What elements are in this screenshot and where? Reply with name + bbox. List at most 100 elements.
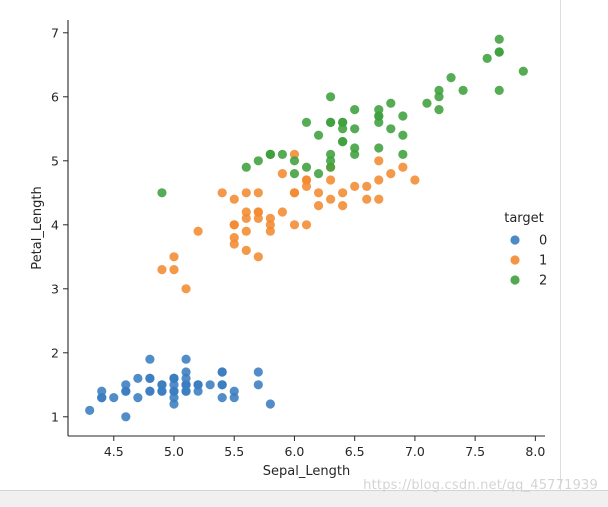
data-point (253, 188, 263, 198)
data-point (313, 188, 324, 198)
data-point (217, 393, 227, 403)
series-1 (157, 149, 420, 294)
data-point (85, 405, 95, 415)
data-point (350, 105, 360, 115)
series-0 (85, 354, 275, 422)
data-point (157, 386, 167, 396)
data-point (277, 207, 288, 217)
legend-title: target (504, 211, 544, 226)
data-point (386, 98, 396, 108)
data-point (398, 149, 408, 159)
legend-label: 0 (539, 234, 547, 249)
data-point (338, 188, 348, 198)
data-point (338, 117, 348, 127)
data-point (157, 265, 167, 275)
data-point (169, 252, 179, 262)
data-point (398, 162, 408, 172)
data-point (494, 85, 504, 95)
data-point (157, 380, 167, 390)
data-point (169, 380, 179, 390)
x-tick-label: 7.0 (405, 444, 425, 459)
data-point (325, 92, 336, 102)
data-point (229, 220, 239, 230)
data-point (193, 386, 203, 396)
data-point (325, 162, 336, 172)
data-point (241, 226, 251, 236)
legend: target 0 1 2 (504, 211, 547, 289)
data-point (229, 239, 239, 249)
data-point (301, 181, 312, 191)
bottom-scrollbar-strip[interactable] (0, 490, 608, 507)
y-tick-label: 3 (51, 281, 59, 296)
data-point (313, 201, 324, 211)
data-point (289, 156, 300, 166)
data-point (374, 111, 384, 121)
data-point (434, 85, 444, 95)
data-point (338, 124, 348, 134)
x-tick-label: 5.5 (224, 444, 244, 459)
data-point (121, 412, 131, 422)
data-point (253, 207, 263, 217)
x-axis-label: Sepal_Length (263, 464, 350, 479)
data-point (229, 386, 239, 396)
x-tick-label: 7.5 (465, 444, 485, 459)
x-tick-label: 8.0 (525, 444, 545, 459)
data-point (265, 226, 275, 236)
data-point (265, 399, 275, 409)
data-point (181, 380, 191, 390)
x-tick-label: 5.0 (164, 444, 184, 459)
data-points (85, 34, 528, 422)
data-point (181, 367, 191, 377)
data-point (241, 213, 251, 223)
data-point (325, 149, 336, 159)
data-point (253, 213, 263, 223)
data-point (181, 284, 191, 294)
data-point (181, 386, 191, 396)
data-point (494, 47, 504, 57)
legend-marker (510, 275, 520, 285)
data-point (145, 354, 155, 364)
x-tick-label: 6.5 (345, 444, 365, 459)
data-point (253, 380, 263, 390)
data-point (241, 207, 251, 217)
data-point (338, 201, 348, 211)
y-tick-label: 5 (51, 153, 59, 168)
data-point (374, 143, 384, 153)
data-point (217, 188, 227, 198)
y-tick-label: 6 (51, 89, 59, 104)
data-point (121, 386, 131, 396)
data-point (253, 252, 263, 262)
y-tick-label: 1 (51, 409, 59, 424)
data-point (325, 156, 336, 166)
data-point (265, 213, 275, 223)
data-point (133, 373, 143, 383)
data-point (169, 386, 179, 396)
data-point (121, 380, 131, 390)
data-point (97, 393, 107, 403)
watermark-text: https://blog.csdn.net/qq_45771939 (363, 478, 598, 493)
data-point (374, 194, 384, 204)
series-2 (157, 34, 528, 198)
data-point (109, 393, 119, 403)
data-point (422, 98, 432, 108)
data-point (301, 117, 312, 127)
data-point (265, 220, 275, 230)
data-point (434, 92, 444, 102)
data-point (169, 399, 179, 409)
data-point (301, 162, 312, 172)
data-point (398, 130, 408, 140)
data-point (386, 169, 396, 179)
data-point (301, 220, 312, 230)
data-point (325, 175, 336, 185)
data-point (253, 367, 263, 377)
data-point (386, 124, 396, 134)
legend-label: 1 (539, 254, 547, 269)
data-point (518, 66, 528, 76)
data-point (241, 188, 251, 198)
y-axis-label: Petal_Length (30, 186, 45, 269)
data-point (265, 149, 275, 159)
data-point (458, 85, 468, 95)
data-point (241, 162, 251, 172)
data-point (97, 386, 107, 396)
